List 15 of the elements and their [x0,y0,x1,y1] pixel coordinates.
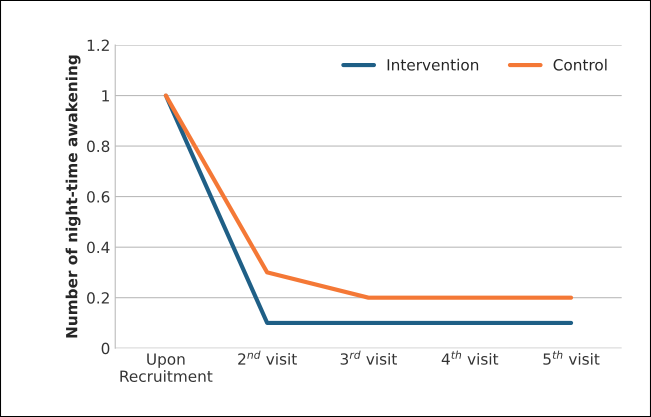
y-tick-label: 1 [102,90,109,102]
legend-label: Control [554,58,607,71]
y-tick-label: 0.8 [87,140,110,152]
y-tick-label: 0 [102,342,110,354]
x-tick-label: 2$^{nd}$ visit [238,350,297,365]
y-axis-title: Number of night-time awakening [66,56,81,338]
y-tick-label: 0.4 [87,242,110,254]
y-tick-label: 0.6 [87,191,110,203]
x-tick-label: 4$^{th}$ visit [442,350,498,365]
x-tick-label: 3$^{rd}$ visit [340,350,397,365]
y-tick-label: 0.2 [87,292,109,304]
x-tick-label: Upon Recruitment [120,354,212,382]
legend-label: Intervention [388,58,478,71]
x-tick-label: 5$^{th}$ visit [543,350,600,365]
y-tick-label: 1.2 [88,40,109,51]
